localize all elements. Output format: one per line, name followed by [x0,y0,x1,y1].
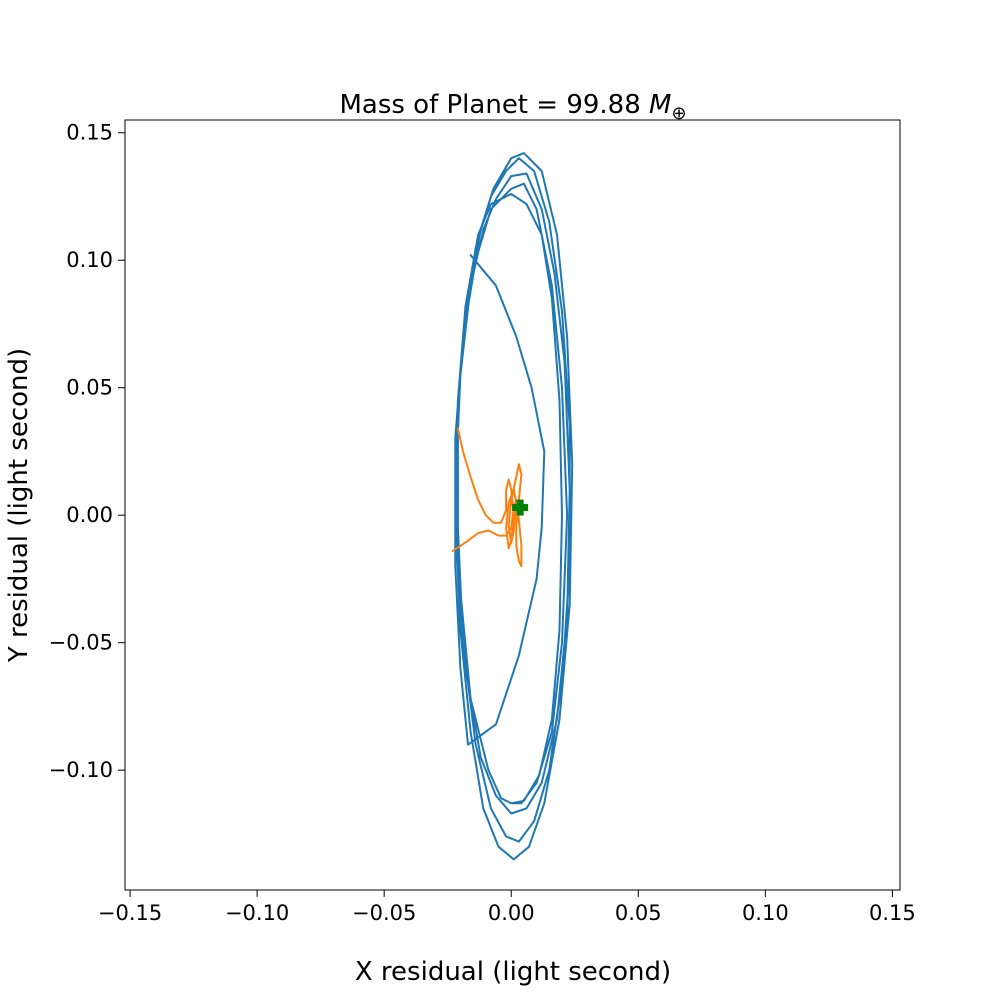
x-tick-label: 0.05 [615,901,662,925]
y-tick-label: 0.15 [66,121,113,145]
x-tick-label: −0.15 [98,901,162,925]
axes-frame [124,119,901,891]
series-line-1 [454,152,574,861]
x-tick-label: −0.10 [225,901,289,925]
y-axis-label: Y residual (light second) [4,348,34,663]
y-tick-label: −0.10 [49,758,113,782]
x-axis: −0.15 −0.10 −0.05 0.00 0.05 0.10 0.15 [98,890,916,925]
y-axis: −0.10 −0.05 0.00 0.05 0.10 0.15 [49,121,125,782]
chart-title-subscript: ⊕ [671,103,686,124]
chart-title: Mass of Planet = 99.88 M⊕ [339,90,686,124]
chart-title-prefix: Mass of Planet = 99.88 [339,90,649,120]
series-line-2 [451,427,523,568]
plot-area [451,152,574,861]
x-axis-label: X residual (light second) [355,957,671,987]
x-tick-label: 0.00 [488,901,535,925]
y-tick-label: 0.05 [66,376,113,400]
y-tick-label: 0.10 [66,248,113,272]
chart-title-symbol: M [649,90,671,120]
y-tick-label: 0.00 [66,503,113,527]
x-tick-label: 0.15 [869,901,916,925]
x-tick-label: 0.10 [742,901,789,925]
y-tick-label: −0.05 [49,631,113,655]
center-marker [512,499,529,516]
x-tick-label: −0.05 [352,901,416,925]
